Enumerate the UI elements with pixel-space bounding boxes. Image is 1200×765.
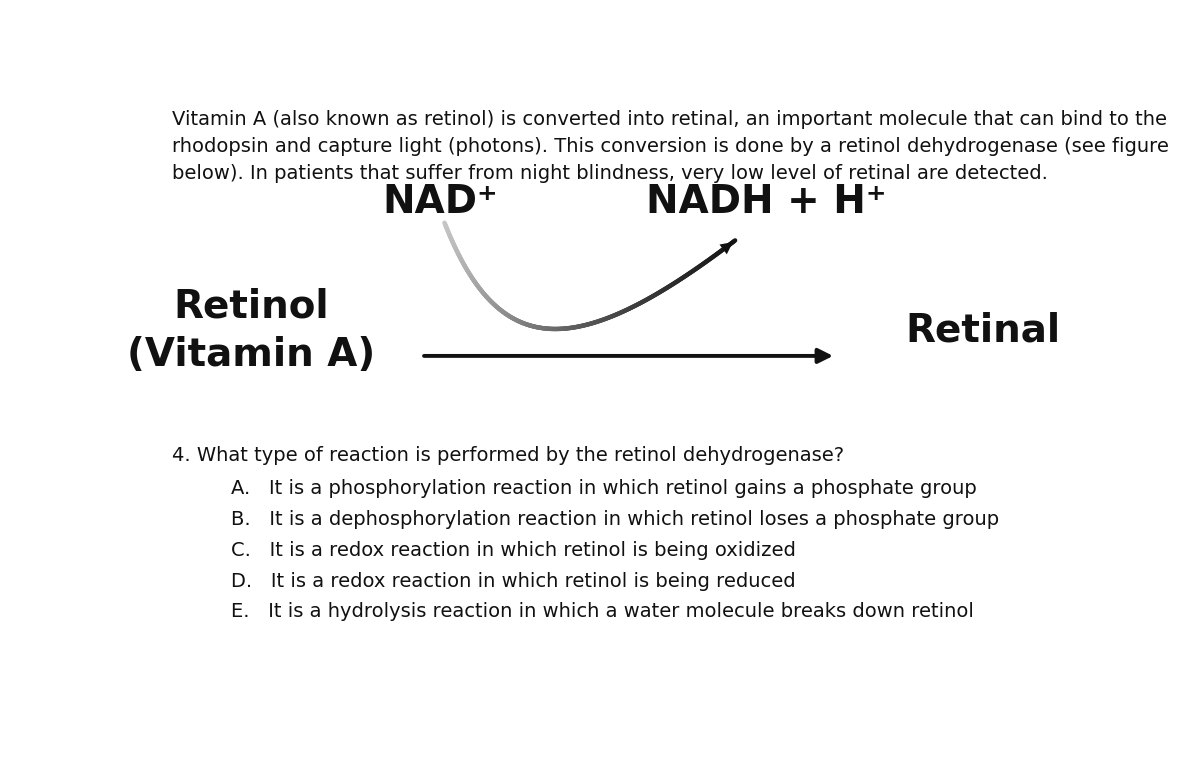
Text: A.   It is a phosphorylation reaction in which retinol gains a phosphate group: A. It is a phosphorylation reaction in w… <box>232 479 977 498</box>
Text: E.   It is a hydrolysis reaction in which a water molecule breaks down retinol: E. It is a hydrolysis reaction in which … <box>232 602 974 621</box>
Text: 4. What type of reaction is performed by the retinol dehydrogenase?: 4. What type of reaction is performed by… <box>172 446 844 465</box>
Text: D.   It is a redox reaction in which retinol is being reduced: D. It is a redox reaction in which retin… <box>232 571 796 591</box>
Text: Retinal: Retinal <box>906 311 1061 350</box>
FancyArrowPatch shape <box>424 350 829 362</box>
Text: NADH + H⁺: NADH + H⁺ <box>646 183 887 221</box>
Text: Vitamin A (also known as retinol) is converted into retinal, an important molecu: Vitamin A (also known as retinol) is con… <box>172 109 1169 183</box>
Text: C.   It is a redox reaction in which retinol is being oxidized: C. It is a redox reaction in which retin… <box>232 541 797 560</box>
FancyArrowPatch shape <box>720 242 733 254</box>
Text: B.   It is a dephosphorylation reaction in which retinol loses a phosphate group: B. It is a dephosphorylation reaction in… <box>232 510 1000 529</box>
Text: NAD⁺: NAD⁺ <box>383 183 498 221</box>
Text: Retinol
(Vitamin A): Retinol (Vitamin A) <box>127 287 374 374</box>
